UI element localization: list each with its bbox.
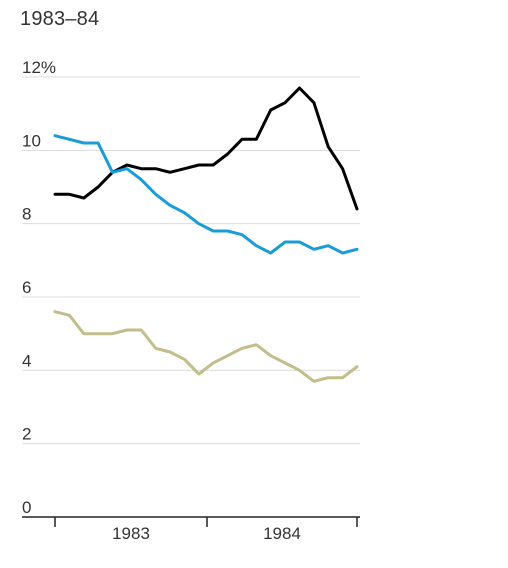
y-tick-label: 8 (22, 205, 31, 224)
series-line-2 (53, 134, 359, 255)
x-tick-label: 1984 (263, 524, 301, 543)
y-tick-label: 6 (22, 278, 31, 297)
gridlines (22, 76, 360, 445)
chart-title: 1983–84 (20, 8, 100, 30)
y-tick-label: 10 (22, 131, 41, 150)
x-axis: 1983 1984 (22, 516, 360, 543)
y-tick-label: 12% (22, 58, 56, 77)
x-tick-label: 1983 (112, 524, 150, 543)
series-line-1 (53, 86, 359, 211)
y-tick-label: 4 (22, 351, 31, 370)
y-tick-label: 0 (22, 498, 31, 517)
y-tick-label: 2 (22, 425, 31, 444)
y-axis-labels: 12% 10 8 6 4 2 0 (22, 58, 56, 517)
series-line-3 (53, 310, 359, 383)
series-lines (53, 86, 359, 383)
